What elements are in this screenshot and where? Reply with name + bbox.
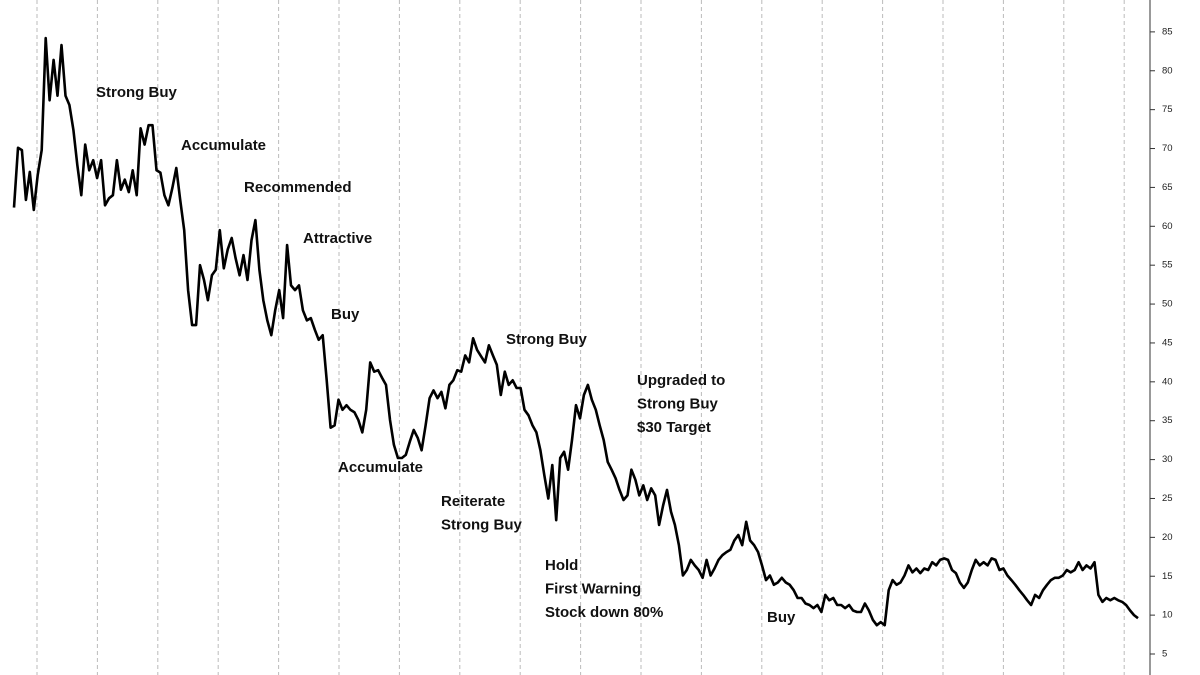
y-tick-label: 20 [1162,532,1173,543]
annotation: Accumulate [338,459,423,476]
annotation: Strong Buy [441,517,522,534]
y-tick-label: 85 [1162,26,1173,37]
annotation: Upgraded to [637,372,725,389]
y-tick-label: 5 [1162,649,1167,660]
y-tick-label: 30 [1162,454,1173,465]
y-tick-label: 70 [1162,143,1173,154]
annotation: Stock down 80% [545,604,663,621]
annotation: Recommended [244,179,352,196]
annotation: Strong Buy [506,331,587,348]
y-tick-label: 65 [1162,182,1173,193]
y-tick-label: 80 [1162,65,1173,76]
y-tick-label: 75 [1162,104,1173,115]
annotation: Strong Buy [96,84,177,101]
y-tick-label: 35 [1162,415,1173,426]
annotation: Attractive [303,230,372,247]
annotation: Reiterate [441,493,505,510]
y-tick-label: 40 [1162,376,1173,387]
y-tick-label: 25 [1162,493,1173,504]
price-line [12,36,1139,627]
annotation: Accumulate [181,137,266,154]
y-tick-label: 45 [1162,337,1173,348]
y-tick-label: 50 [1162,299,1173,310]
annotation: $30 Target [637,419,711,436]
y-tick-label: 10 [1162,610,1173,621]
annotation: Buy [767,609,796,626]
annotation: Buy [331,306,360,323]
y-tick-label: 60 [1162,221,1173,232]
y-tick-label: 55 [1162,260,1173,271]
y-tick-label: 15 [1162,571,1173,582]
annotation: First Warning [545,581,641,598]
annotation: Hold [545,557,578,574]
annotation: Strong Buy [637,396,718,413]
